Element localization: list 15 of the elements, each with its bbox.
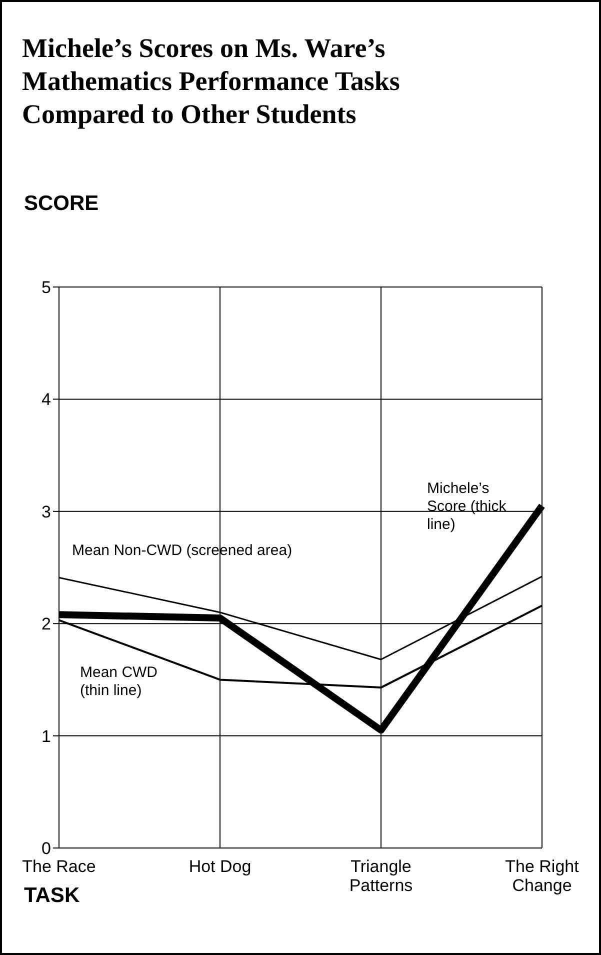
y-tick-label: 4 (42, 390, 51, 410)
y-tick-label: 5 (42, 278, 51, 298)
y-tick-label: 2 (42, 614, 51, 634)
x-tick-label: The Right Change (505, 857, 580, 895)
chart-title: Michele’s Scores on Ms. Ware’s Mathematics Performance Tasks Compared to Other Students (22, 32, 401, 131)
x-axis-title: TASK (24, 884, 80, 908)
series-label: Mean CWD (thin line) (80, 664, 159, 700)
y-tick-label: 1 (42, 726, 51, 746)
y-tick-label: 3 (42, 502, 51, 522)
y-tick-label: 0 (42, 839, 51, 858)
series-label: Michele’s Score (thick line) (427, 480, 507, 534)
x-tick-label: The Race (22, 857, 96, 876)
x-tick-label: Hot Dog (188, 857, 252, 876)
y-axis-title: SCORE (24, 192, 99, 216)
x-tick-label: Triangle Patterns (349, 857, 413, 895)
